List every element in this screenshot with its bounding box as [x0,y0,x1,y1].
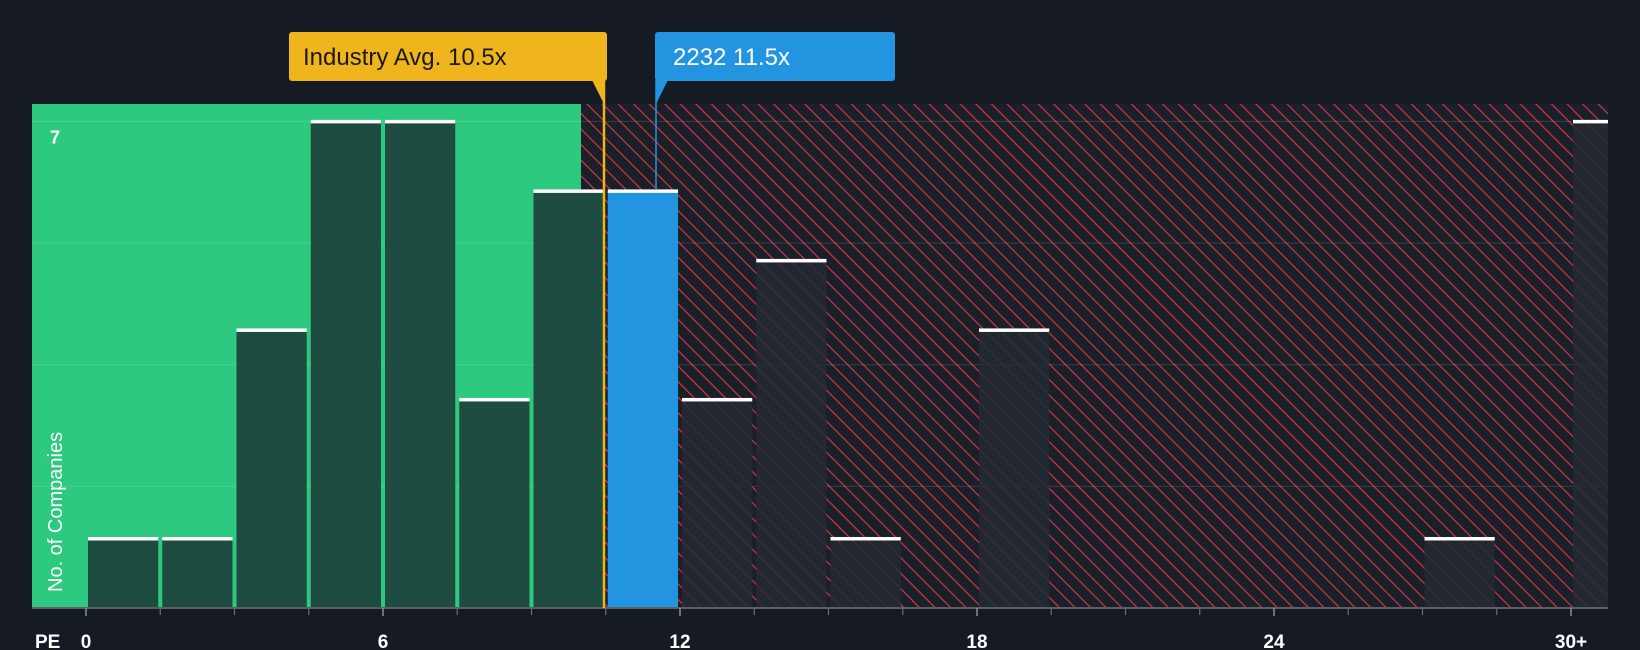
histogram-bar [236,329,307,608]
histogram-bar [533,190,604,608]
histogram-bar [162,538,233,608]
bar-cap [88,536,159,541]
bar-cap [385,119,456,124]
x-axis: 0 6 12 18 24 30+ 7 [32,127,1608,650]
bar-cap [607,189,678,193]
bar-cap [533,189,604,193]
annotations: Industry Avg. 10.5x 2232 11.5x [289,32,895,608]
x-tick-label: 12 [669,632,690,650]
bar-cap [162,536,233,541]
bar-cap [1424,536,1495,541]
x-tick-label: 24 [1263,632,1285,650]
histogram-bar [756,260,827,608]
industry-average-pointer [592,80,604,104]
x-tick-label: 6 [378,632,389,650]
histogram-bar [607,190,678,608]
bar-cap [310,119,381,124]
y-tick-label: 7 [50,127,60,147]
bar-cap [236,328,307,332]
bar-cap [682,397,753,402]
bar-cap [979,328,1050,332]
company-label: 2232 11.5x [673,44,790,71]
histogram-bar [385,121,456,609]
histogram-bar [830,538,901,608]
y-axis-label: No. of Companies [45,432,67,592]
bar-cap [459,397,530,402]
x-tick-label: 30+ [1555,632,1587,650]
industry-average-box [289,32,607,81]
bar-cap [756,258,827,263]
company-box [655,32,895,81]
histogram-bar [979,329,1050,608]
histogram-bar [88,538,159,608]
bars [88,119,1608,609]
histogram-bar [1573,121,1608,609]
x-tick-label: 18 [966,632,987,650]
x-axis-label: PE [35,632,60,650]
histogram-bar [1424,538,1495,608]
bar-cap [1573,119,1608,124]
histogram-bar [459,399,530,608]
histogram-bar [682,399,753,608]
company-pointer [656,80,668,104]
histogram-bar [310,121,381,609]
bar-cap [830,536,901,541]
industry-average-label: Industry Avg. 10.5x [303,44,507,71]
x-tick-label: 0 [81,632,92,650]
